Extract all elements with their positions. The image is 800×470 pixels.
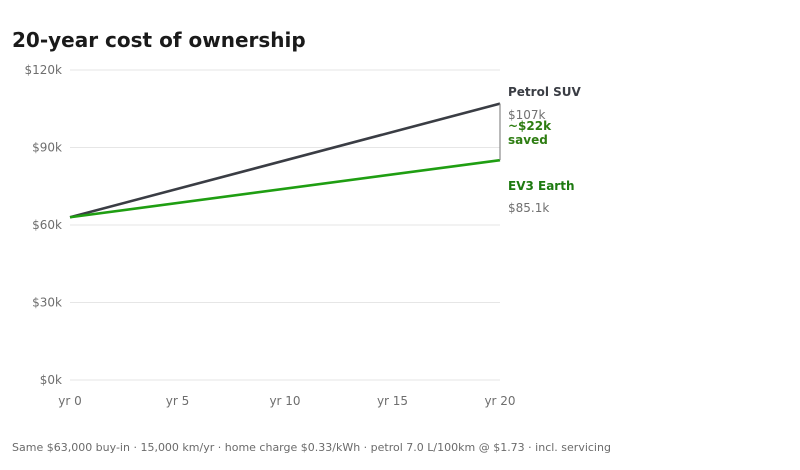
y-tick-label: $0k	[40, 373, 62, 387]
x-tick-label: yr 15	[377, 394, 408, 408]
y-tick-label: $30k	[32, 296, 62, 310]
line-chart: $0k $30k $60k $90k $120k yr 0 yr 5 yr 10 yr 15 yr…	[25, 63, 582, 408]
x-tick-label: yr 0	[58, 394, 81, 408]
x-tick-label: yr 20	[484, 394, 515, 408]
petrol-suv-line	[69, 102, 501, 219]
x-tick-label: yr 5	[166, 394, 189, 408]
petrol-suv-label: Petrol SUV	[508, 85, 582, 99]
savings-annotation-line1: ~$22k	[508, 119, 552, 133]
petrol-suv-end-value: $107k	[508, 108, 546, 122]
x-tick-label: yr 10	[269, 394, 300, 408]
y-tick-label: $60k	[32, 218, 62, 232]
ev3-earth-line	[69, 158, 501, 219]
y-tick-label: $90k	[32, 141, 62, 155]
ev3-earth-label: EV3 Earth	[508, 179, 575, 193]
y-tick-label: $120k	[25, 63, 63, 77]
ev3-earth-end-value: $85.1k	[508, 201, 549, 215]
footnote: Same $63,000 buy-in · 15,000 km/yr · hom…	[12, 441, 611, 454]
chart-title: 20-year cost of ownership	[12, 28, 306, 52]
savings-annotation-line2: saved	[508, 133, 548, 147]
